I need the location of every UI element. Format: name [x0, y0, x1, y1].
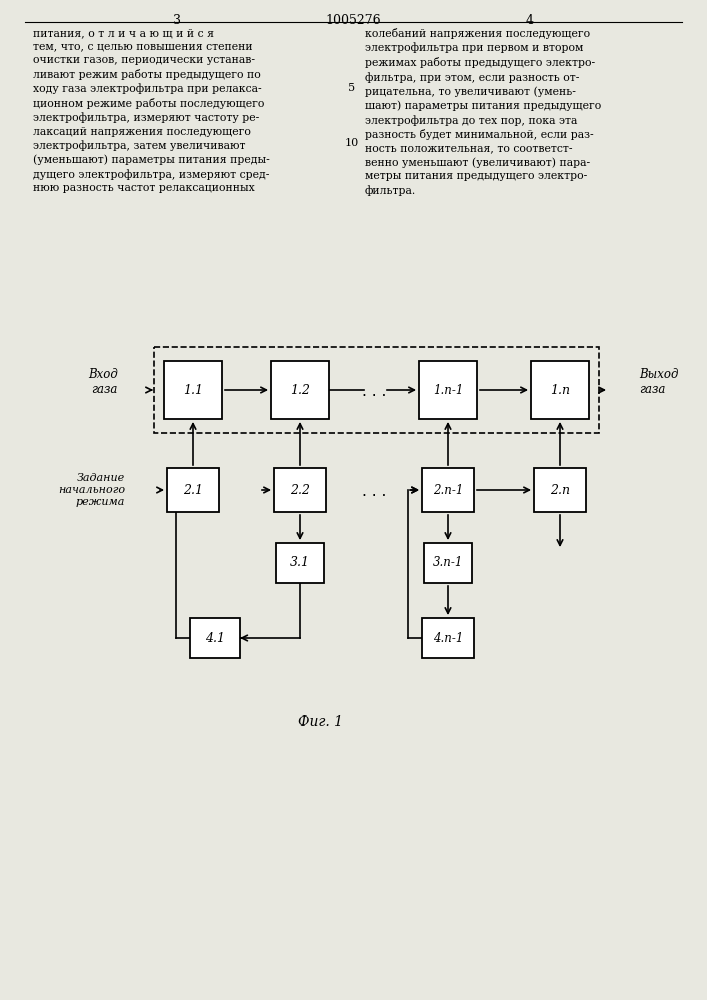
Text: . . .: . . .	[362, 485, 386, 499]
Text: 4.1: 4.1	[205, 632, 225, 645]
Text: 4: 4	[526, 14, 534, 27]
Text: 1005276: 1005276	[325, 14, 381, 27]
Text: колебаний напряжения последующего
электрофильтра при первом и втором
режимах раб: колебаний напряжения последующего электр…	[365, 28, 601, 196]
Text: 3.1: 3.1	[290, 556, 310, 570]
Bar	[164, 361, 222, 419]
Text: Выход
газа: Выход газа	[639, 368, 679, 396]
Bar	[276, 543, 324, 583]
Bar	[424, 543, 472, 583]
Text: 2.2: 2.2	[290, 484, 310, 496]
Bar	[419, 361, 477, 419]
Bar	[167, 468, 219, 512]
Text: . . .: . . .	[362, 384, 386, 399]
Text: 3: 3	[173, 14, 181, 27]
Text: 1.п: 1.п	[550, 383, 570, 396]
Text: питания, о т л и ч а ю щ и й с я
тем, что, с целью повышения степени
очистки газ: питания, о т л и ч а ю щ и й с я тем, чт…	[33, 28, 270, 193]
Text: Задание
начального
режима: Задание начального режима	[58, 473, 125, 507]
Text: 2.п: 2.п	[550, 484, 570, 496]
Text: 10: 10	[345, 138, 359, 148]
Bar	[531, 361, 589, 419]
Text: 2.1: 2.1	[183, 484, 203, 496]
Bar	[534, 468, 586, 512]
Text: 3.п-1: 3.п-1	[433, 556, 463, 570]
Text: Вход
газа: Вход газа	[88, 368, 118, 396]
Text: 5: 5	[349, 83, 356, 93]
Text: Фиг. 1: Фиг. 1	[298, 715, 342, 729]
Bar	[422, 618, 474, 658]
Bar	[190, 618, 240, 658]
Bar	[274, 468, 326, 512]
Text: 4.п-1: 4.п-1	[433, 632, 463, 645]
Bar	[422, 468, 474, 512]
Text: 1.п-1: 1.п-1	[433, 383, 463, 396]
Bar	[271, 361, 329, 419]
Bar	[154, 347, 599, 433]
Text: 2.п-1: 2.п-1	[433, 484, 463, 496]
Text: 1.2: 1.2	[290, 383, 310, 396]
Text: 1.1: 1.1	[183, 383, 203, 396]
